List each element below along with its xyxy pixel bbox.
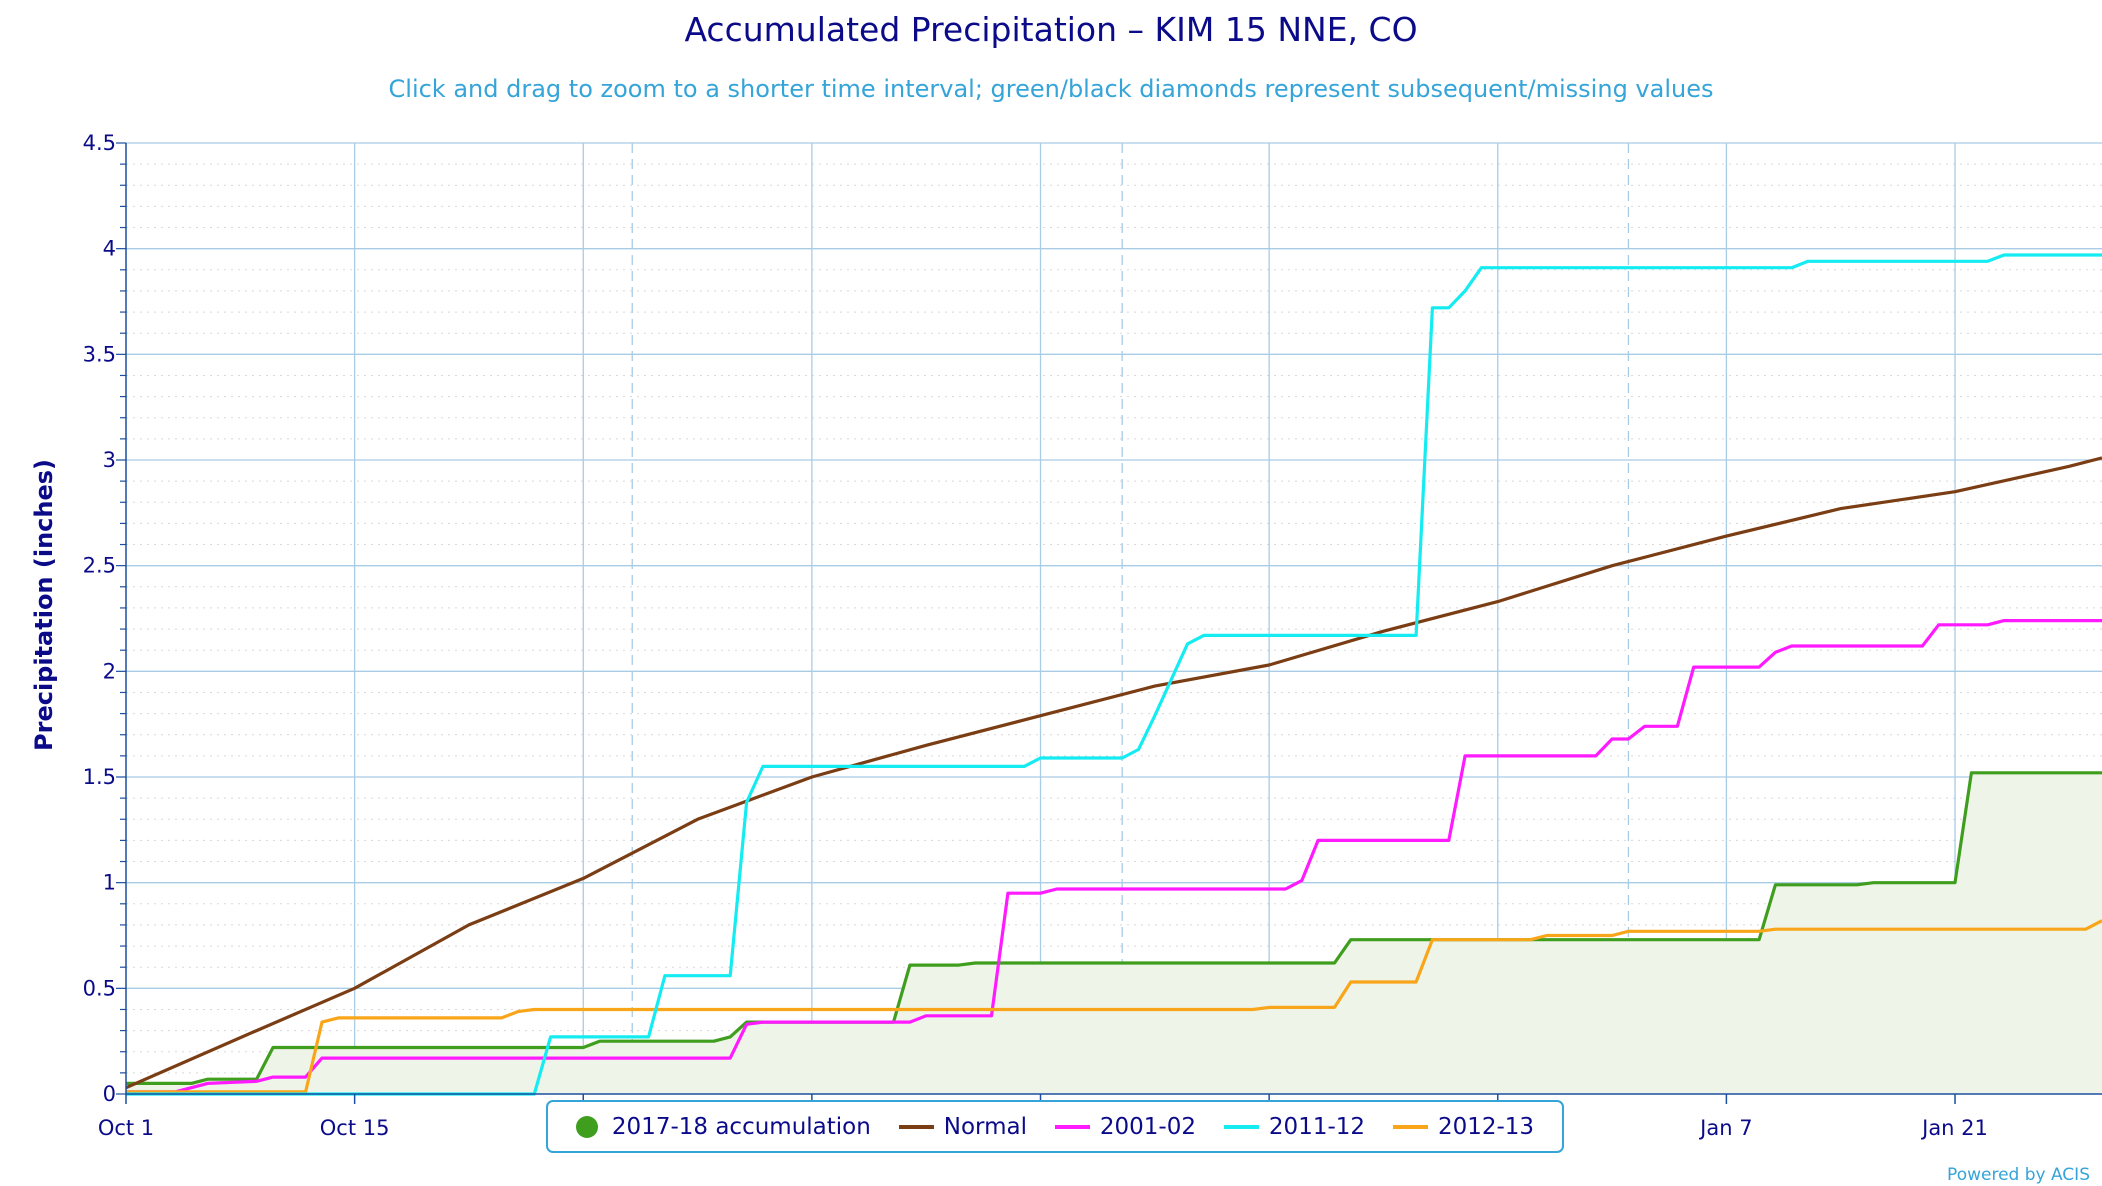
powered-by-link[interactable]: Powered by ACIS: [1947, 1165, 2090, 1185]
legend-item-accumulation[interactable]: 2017-18 accumulation: [575, 1113, 871, 1140]
chart-subtitle: Click and drag to zoom to a shorter time…: [388, 75, 1714, 103]
x-tick-label: Oct 1: [98, 1116, 154, 1140]
y-tick-label: 4: [103, 237, 116, 261]
x-tick-label: Jan 21: [1920, 1116, 1988, 1140]
legend: 2017-18 accumulation Normal 2001-02 2011…: [546, 1100, 1564, 1153]
legend-label: 2001-02: [1099, 1113, 1196, 1140]
y-axis-ticks: 0 0.5 1 1.5 2 2.5 3 3.5 4 4.5: [83, 131, 116, 1106]
series-line-accumulation: [126, 771, 2102, 1086]
series-line-normal: [125, 456, 2102, 1090]
accumulation-area-layer: [126, 772, 2102, 1094]
x-tick-label: Oct 15: [320, 1116, 390, 1140]
y-tick-label: 2.5: [83, 554, 116, 578]
y-tick-label: 1: [103, 871, 116, 895]
series-line-s2012: [126, 919, 2102, 1094]
chart-title: Accumulated Precipitation – KIM 15 NNE, …: [684, 10, 1418, 49]
legend-line-icon: [898, 1124, 934, 1129]
accumulation-area: [126, 772, 2102, 1094]
series-line-s2001: [126, 618, 2102, 1094]
legend-label: 2012-13: [1437, 1113, 1535, 1140]
y-tick-label: 3: [103, 448, 116, 472]
y-tick-label: 0: [103, 1082, 116, 1106]
series-layer: [125, 253, 2102, 1096]
axis-layer: [116, 142, 2102, 1104]
y-tick-label: 1.5: [83, 765, 116, 789]
legend-line-icon: [1392, 1124, 1428, 1129]
legend-item-2001-02[interactable]: 2001-02: [1054, 1113, 1196, 1140]
legend-label: 2011-12: [1268, 1113, 1366, 1140]
legend-line-icon: [1054, 1124, 1090, 1129]
y-tick-label: 3.5: [83, 342, 116, 366]
y-axis-title: Precipitation (inches): [30, 459, 58, 751]
x-tick-label: Jan 7: [1698, 1116, 1752, 1140]
legend-item-normal[interactable]: Normal: [898, 1113, 1027, 1140]
legend-label: 2017-18 accumulation: [611, 1113, 871, 1140]
legend-dot-icon: [575, 1115, 598, 1138]
legend-item-2012-13[interactable]: 2012-13: [1392, 1113, 1535, 1140]
y-tick-label: 0.5: [83, 976, 116, 1000]
y-tick-label: 4.5: [83, 131, 116, 155]
series-line-s2011: [126, 253, 2102, 1096]
legend-line-icon: [1223, 1124, 1259, 1129]
y-tick-label: 2: [103, 659, 116, 683]
major-gridlines: [126, 142, 2102, 1094]
legend-item-2011-12[interactable]: 2011-12: [1223, 1113, 1366, 1140]
legend-label: Normal: [943, 1113, 1027, 1140]
